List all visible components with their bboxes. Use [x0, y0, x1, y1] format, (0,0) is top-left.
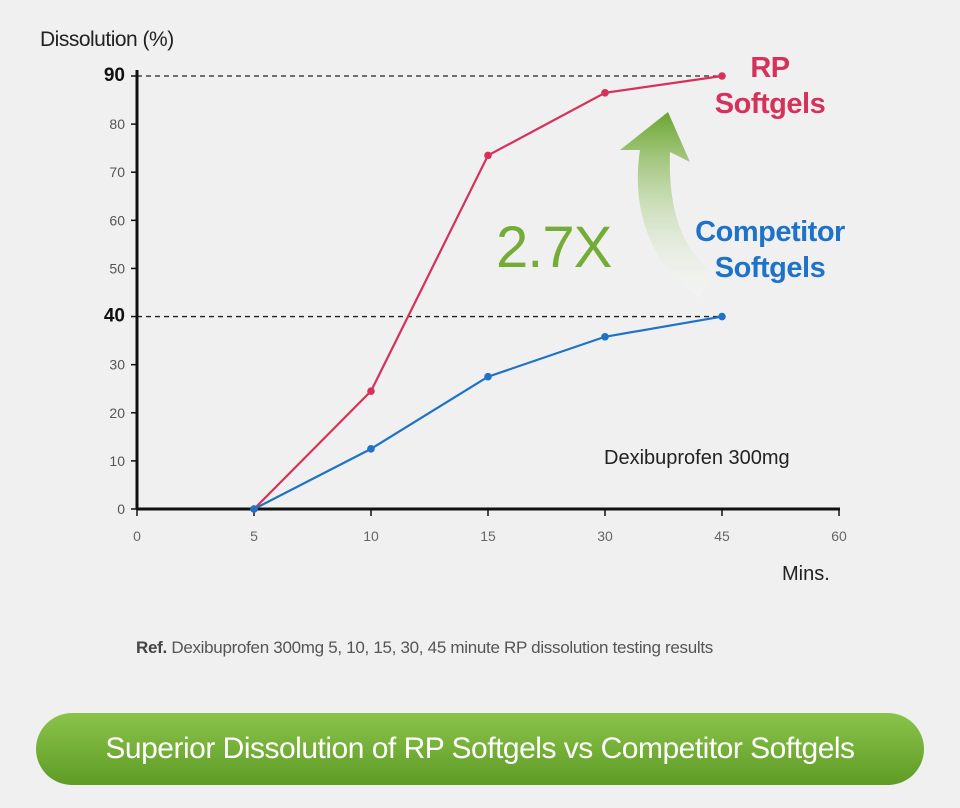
x-tick-label-15: 15: [480, 528, 496, 544]
reference-note: Ref. Dexibuprofen 300mg 5, 10, 15, 30, 4…: [136, 638, 713, 658]
y-tick-label-60: 60: [109, 212, 125, 228]
x-tick-label-5: 5: [250, 528, 258, 544]
series-line-competitor-softgels: [253, 315, 723, 510]
data-point-rp-softgels-45: [718, 72, 726, 80]
reference-prefix: Ref.: [136, 638, 167, 657]
x-tick-label-0: 0: [133, 528, 141, 544]
y-tick-label-80: 80: [109, 116, 125, 132]
y-tick-label-0: 0: [117, 501, 125, 517]
legend-rp-line1: RP: [750, 52, 790, 84]
legend-competitor-line2: Softgels: [714, 252, 826, 284]
y-tick-label-30: 30: [109, 357, 125, 373]
increase-arrow-icon: [620, 112, 712, 298]
data-point-competitor-softgels-15: [484, 372, 492, 381]
y-tick-label-40: 40: [104, 306, 125, 327]
y-tick-label-10: 10: [109, 453, 125, 469]
data-point-competitor-softgels-45: [718, 312, 726, 321]
reference-text: Dexibuprofen 300mg 5, 10, 15, 30, 45 min…: [166, 638, 714, 657]
summary-banner: Superior Dissolution of RP Softgels vs C…: [36, 713, 924, 785]
data-point-competitor-softgels-30: [601, 332, 609, 341]
dissolution-chart: 0 10 20 30 40 50 60 70 80 90 0 5 10 15 30 45 60: [104, 65, 847, 544]
data-point-competitor-softgels-5: [250, 505, 258, 513]
y-tick-label-50: 50: [109, 260, 125, 276]
x-tick-label-10: 10: [363, 528, 379, 544]
y-tick-label-20: 20: [109, 405, 125, 421]
legend-rp-line2: Softgels: [714, 88, 826, 120]
product-note: Dexibuprofen 300mg: [604, 447, 790, 469]
data-point-rp-softgels-10: [367, 387, 375, 395]
y-tick-label-90: 90: [104, 65, 125, 86]
legend-competitor-line1: Competitor: [695, 216, 845, 248]
x-tick-label-30: 30: [597, 528, 613, 544]
data-point-rp-softgels-15: [484, 151, 492, 160]
x-tick-label-60: 60: [831, 528, 847, 544]
y-tick-label-70: 70: [109, 164, 125, 180]
x-axis-label: Mins.: [782, 563, 830, 585]
legend-rp-softgels: RP Softgels: [700, 50, 840, 122]
data-point-rp-softgels-30: [601, 89, 609, 97]
improvement-factor: 2.7X: [496, 215, 612, 280]
x-tick-label-45: 45: [714, 528, 730, 544]
data-point-competitor-softgels-10: [367, 445, 375, 453]
legend-competitor-softgels: Competitor Softgels: [680, 214, 860, 286]
y-axis-label: Dissolution (%): [40, 28, 174, 51]
